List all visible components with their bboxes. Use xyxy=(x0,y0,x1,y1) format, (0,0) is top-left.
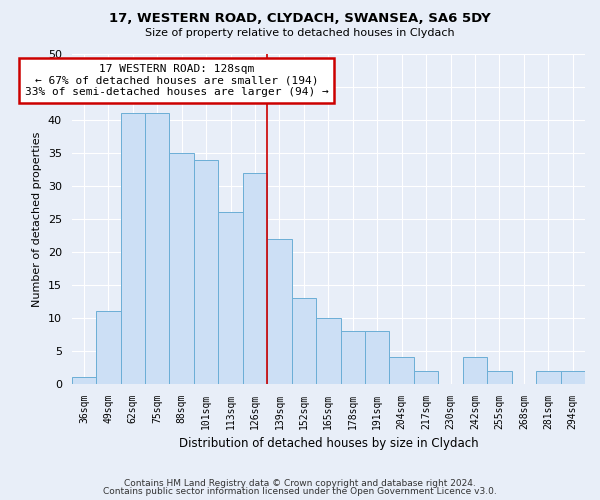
Text: 17 WESTERN ROAD: 128sqm
← 67% of detached houses are smaller (194)
33% of semi-d: 17 WESTERN ROAD: 128sqm ← 67% of detache… xyxy=(25,64,329,97)
Text: Contains public sector information licensed under the Open Government Licence v3: Contains public sector information licen… xyxy=(103,487,497,496)
Text: 17, WESTERN ROAD, CLYDACH, SWANSEA, SA6 5DY: 17, WESTERN ROAD, CLYDACH, SWANSEA, SA6 … xyxy=(109,12,491,26)
Bar xyxy=(365,331,389,384)
Y-axis label: Number of detached properties: Number of detached properties xyxy=(32,131,42,306)
Bar xyxy=(463,358,487,384)
Bar xyxy=(560,370,585,384)
Bar xyxy=(414,370,439,384)
Bar xyxy=(145,114,169,384)
Bar xyxy=(96,311,121,384)
Bar xyxy=(316,318,341,384)
Bar xyxy=(292,298,316,384)
Bar xyxy=(341,331,365,384)
Bar xyxy=(194,160,218,384)
Bar xyxy=(71,377,96,384)
Bar xyxy=(169,153,194,384)
Bar xyxy=(218,212,243,384)
Bar xyxy=(121,114,145,384)
Bar xyxy=(389,358,414,384)
Bar xyxy=(267,238,292,384)
Bar xyxy=(243,172,267,384)
Text: Contains HM Land Registry data © Crown copyright and database right 2024.: Contains HM Land Registry data © Crown c… xyxy=(124,478,476,488)
X-axis label: Distribution of detached houses by size in Clydach: Distribution of detached houses by size … xyxy=(179,437,478,450)
Text: Size of property relative to detached houses in Clydach: Size of property relative to detached ho… xyxy=(145,28,455,38)
Bar xyxy=(536,370,560,384)
Bar xyxy=(487,370,512,384)
